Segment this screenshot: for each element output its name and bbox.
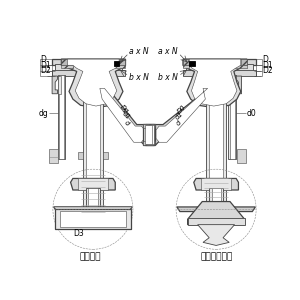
Bar (52, 59, 125, 65)
Bar (230, 74, 235, 159)
Polygon shape (52, 76, 58, 94)
Polygon shape (70, 178, 115, 190)
Bar (83, 101, 103, 229)
Polygon shape (78, 152, 83, 159)
Bar (143, 124, 154, 145)
Polygon shape (100, 88, 145, 142)
Bar (188, 218, 244, 225)
Polygon shape (145, 124, 155, 128)
Text: a x N: a x N (158, 47, 177, 56)
Polygon shape (183, 59, 189, 65)
Polygon shape (152, 86, 214, 145)
Bar (146, 125, 154, 144)
Polygon shape (177, 207, 255, 211)
Polygon shape (54, 207, 132, 210)
Polygon shape (183, 59, 247, 108)
Polygon shape (143, 124, 154, 128)
Bar (88, 188, 98, 229)
Text: D2: D2 (262, 66, 273, 75)
Polygon shape (119, 59, 125, 65)
Bar (60, 211, 126, 227)
Polygon shape (241, 59, 247, 65)
Bar (183, 59, 256, 65)
Bar (209, 82, 223, 202)
Bar (202, 178, 231, 190)
Bar (86, 101, 100, 229)
Polygon shape (194, 178, 238, 190)
Text: D2: D2 (40, 66, 51, 75)
Polygon shape (189, 59, 241, 106)
Bar (145, 125, 152, 144)
Text: a x N: a x N (129, 47, 149, 56)
Polygon shape (198, 225, 235, 245)
Polygon shape (143, 141, 154, 145)
Bar (78, 178, 108, 190)
Text: D1: D1 (262, 61, 273, 70)
Bar (55, 209, 131, 229)
Polygon shape (54, 207, 132, 211)
Polygon shape (61, 65, 73, 68)
Polygon shape (234, 65, 247, 68)
Text: d0: d0 (246, 109, 256, 118)
Bar (237, 149, 246, 163)
Text: 阀结构图: 阀结构图 (80, 252, 101, 261)
Text: 下展示放料阀: 下展示放料阀 (201, 252, 233, 261)
Polygon shape (183, 65, 189, 68)
Text: b x N: b x N (158, 73, 178, 82)
Bar (186, 64, 253, 70)
Bar (114, 61, 119, 66)
Polygon shape (188, 202, 244, 225)
Bar (52, 70, 125, 76)
Text: d1: d1 (174, 111, 184, 121)
Bar (145, 124, 155, 145)
Bar (209, 188, 223, 229)
Bar (183, 70, 256, 76)
Text: d: d (175, 119, 182, 127)
Polygon shape (61, 59, 125, 108)
Bar (55, 64, 122, 70)
Text: D: D (40, 55, 46, 64)
Bar (58, 76, 61, 94)
Bar (59, 74, 64, 159)
Text: b x N: b x N (129, 73, 149, 82)
Bar (58, 74, 65, 159)
Bar (49, 149, 58, 163)
Polygon shape (68, 59, 119, 106)
Text: dg: dg (39, 109, 49, 118)
Bar (212, 188, 221, 229)
Polygon shape (115, 65, 125, 68)
Polygon shape (94, 86, 148, 145)
Text: Dg: Dg (119, 104, 130, 115)
Polygon shape (103, 152, 108, 159)
Text: D: D (262, 55, 268, 64)
Text: D1: D1 (40, 61, 51, 70)
Bar (86, 188, 100, 229)
Bar (206, 82, 226, 202)
Text: d: d (123, 119, 130, 127)
Text: d1: d1 (122, 111, 132, 121)
Polygon shape (61, 59, 68, 65)
Bar (228, 74, 236, 159)
Text: D0: D0 (176, 104, 187, 115)
Polygon shape (145, 141, 155, 145)
Polygon shape (156, 88, 208, 142)
Text: D3: D3 (73, 229, 84, 238)
Bar (233, 76, 236, 94)
Bar (189, 61, 195, 66)
Polygon shape (236, 76, 242, 94)
